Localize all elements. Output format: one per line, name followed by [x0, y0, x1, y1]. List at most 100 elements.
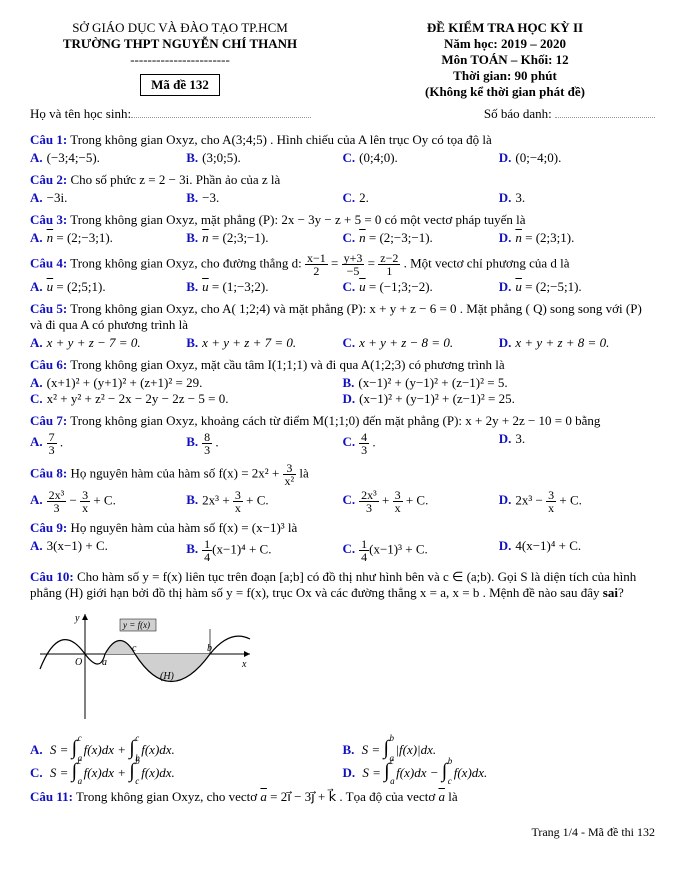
q8-d-f: 3x [546, 489, 556, 514]
q4-a: A.u = (2;5;1). [30, 279, 186, 295]
q11-eq: = 2i⃗ − 3j⃗ + k⃗ . Tọa độ của vectơ [267, 789, 439, 804]
q9-cd: 4 [359, 551, 369, 563]
q4: Câu 4: Trong không gian Oxyz, cho đường … [30, 252, 655, 277]
q10-d-pre: S = [362, 765, 384, 780]
q8-pre: Họ nguyên hàm của hàm số f(x) = 2x² + [70, 465, 282, 480]
q7-cd: 3 [359, 444, 369, 456]
q1-d: D.(0;−4;0). [499, 150, 655, 166]
q11-pre: Trong không gian Oxyz, cho vectơ [76, 789, 260, 804]
q8-b-f: 3x [233, 489, 243, 514]
q6-c-text: x² + y² + z² − 2x − 2y − 2z − 5 = 0. [47, 391, 229, 406]
q10-b-pre: S = [362, 742, 384, 757]
q10-b-expr: S = ∫ba |f(x)|dx. [362, 742, 436, 757]
graph-a: a [102, 657, 107, 668]
q2: Câu 2: Cho số phức z = 2 − 3i. Phần ảo c… [30, 172, 655, 188]
q7-c-frac: 43 [359, 431, 369, 456]
q7-c: C.43 . [343, 431, 499, 456]
q10-b-m: |f(x)|dx. [395, 742, 436, 757]
q10-a-expr: S = ∫ca f(x)dx + ∫cb f(x)dx. [50, 742, 175, 757]
q2-a: A.−3i. [30, 190, 186, 206]
q3-label: Câu 3: [30, 212, 67, 227]
q8-a-f1: 2x³3 [47, 489, 67, 514]
exam-title: ĐỀ KIỂM TRA HỌC KỲ II [355, 20, 655, 36]
q6-b-text: (x−1)² + (y−1)² + (z−1)² = 5. [358, 375, 507, 390]
q3-c-text: = (2;−3;−1). [366, 230, 433, 245]
page-footer: Trang 1/4 - Mã đề thi 132 [30, 825, 655, 840]
q9-cpost: (x−1)³ + C. [369, 541, 428, 556]
exam-subject: Môn TOÁN – Khối: 12 [355, 52, 655, 68]
divider-dashes: ----------------------- [30, 52, 330, 68]
q11-post: là [445, 789, 458, 804]
q4-f1: x−12 [305, 252, 328, 277]
q8-a2d: x [80, 502, 90, 514]
q2-label: Câu 2: [30, 172, 67, 187]
q10-c: C. S = ∫ca f(x)dx + ∫bc f(x)dx. [30, 760, 343, 783]
q9-a-text: 3(x−1) + C. [47, 538, 108, 553]
q10: Câu 10: Cho hàm số y = f(x) liên tục trê… [30, 569, 655, 601]
q8-c-f2: 3x [393, 489, 403, 514]
q2-c: C.2. [343, 190, 499, 206]
q3-b: B.n = (2;3;−1). [186, 230, 342, 246]
q3-d: D.n = (2;3;1). [499, 230, 655, 246]
graph-c: c [132, 643, 137, 654]
graph-x-label: x [241, 659, 247, 670]
q9-c: C.14(x−1)³ + C. [343, 538, 499, 563]
q7-a-frac: 73 [47, 431, 57, 456]
q6-a: A.(x+1)² + (y+1)² + (z+1)² = 29. [30, 375, 343, 391]
q11-label: Câu 11: [30, 789, 73, 804]
q8-a: A.2x³3 − 3x + C. [30, 489, 186, 514]
q5-options: A.x + y + z − 7 = 0. B.x + y + z + 7 = 0… [30, 335, 655, 351]
dept-line: SỞ GIÁO DỤC VÀ ĐÀO TẠO TP.HCM [30, 20, 330, 36]
name-dots [131, 107, 311, 118]
q9-b: B.14(x−1)⁴ + C. [186, 538, 342, 563]
q6-d: D.(x−1)² + (y−1)² + (z−1)² = 25. [343, 391, 656, 407]
graph-b: b [207, 643, 212, 654]
name-cell: Họ và tên học sinh: [30, 106, 311, 122]
q8-bpre: 2x³ + [202, 492, 233, 507]
q2-b: B.−3. [186, 190, 342, 206]
q8-c-f1: 2x³3 [359, 489, 379, 514]
q10-c-m2: f(x)dx. [141, 765, 175, 780]
q4-d: D.u = (2;−5;1). [499, 279, 655, 295]
q10-d-m1: f(x)dx − [396, 765, 442, 780]
q6: Câu 6: Trong không gian Oxyz, mặt cầu tâ… [30, 357, 655, 373]
q4-f2d: −5 [342, 265, 365, 277]
q4-post: . Một vectơ chỉ phương của d là [404, 255, 570, 270]
q10-c-m1: f(x)dx + [84, 765, 130, 780]
q2-d-text: 3. [515, 190, 525, 205]
q8-d: D.2x³ − 3x + C. [499, 489, 655, 514]
q8-f: 3x² [283, 462, 297, 487]
q2-a-text: −3i. [47, 190, 68, 205]
q8-b2d: x [233, 502, 243, 514]
q4-pre: Trong không gian Oxyz, cho đường thẳng d… [70, 255, 305, 270]
q5-text: Trong không gian Oxyz, cho A( 1;2;4) và … [30, 301, 642, 332]
q5-label: Câu 5: [30, 301, 67, 316]
graph-H: (H) [160, 671, 175, 682]
q8-aC: + C. [90, 492, 116, 507]
q8-d2d: x [546, 502, 556, 514]
q10-text: Cho hàm số y = f(x) liên tục trên đoạn [… [30, 569, 636, 600]
q2-text: Cho số phức z = 2 − 3i. Phần ảo của z là [67, 172, 280, 187]
q3-d-text: = (2;3;1). [522, 230, 574, 245]
q4-label: Câu 4: [30, 255, 67, 270]
q6-b: B.(x−1)² + (y−1)² + (z−1)² = 5. [343, 375, 656, 391]
school-line: TRƯỜNG THPT NGUYỄN CHÍ THANH [30, 36, 330, 52]
q2-d: D.3. [499, 190, 655, 206]
q1-label: Câu 1: [30, 132, 67, 147]
id-dots [555, 107, 655, 118]
q7-b: B.83 . [186, 431, 342, 456]
q3-a-text: = (2;−3;1). [53, 230, 113, 245]
q10-c-pre: S = [50, 765, 72, 780]
exam-time: Thời gian: 90 phút [355, 68, 655, 84]
q8-bC: + C. [243, 492, 269, 507]
q1: Câu 1: Trong không gian Oxyz, cho A(3;4;… [30, 132, 655, 148]
q4-options: A.u = (2;5;1). B.u = (1;−3;2). C.u = (−1… [30, 279, 655, 295]
q5-d: D.x + y + z + 8 = 0. [499, 335, 655, 351]
q5-a-text: x + y + z − 7 = 0. [47, 335, 141, 350]
q9-a: A.3(x−1) + C. [30, 538, 186, 563]
q1-a: A.(−3;4;−5). [30, 150, 186, 166]
q7-a: A.73 . [30, 431, 186, 456]
q8-dC: + C. [556, 492, 582, 507]
q5-a: A.x + y + z − 7 = 0. [30, 335, 186, 351]
q8-c2d: x [393, 502, 403, 514]
